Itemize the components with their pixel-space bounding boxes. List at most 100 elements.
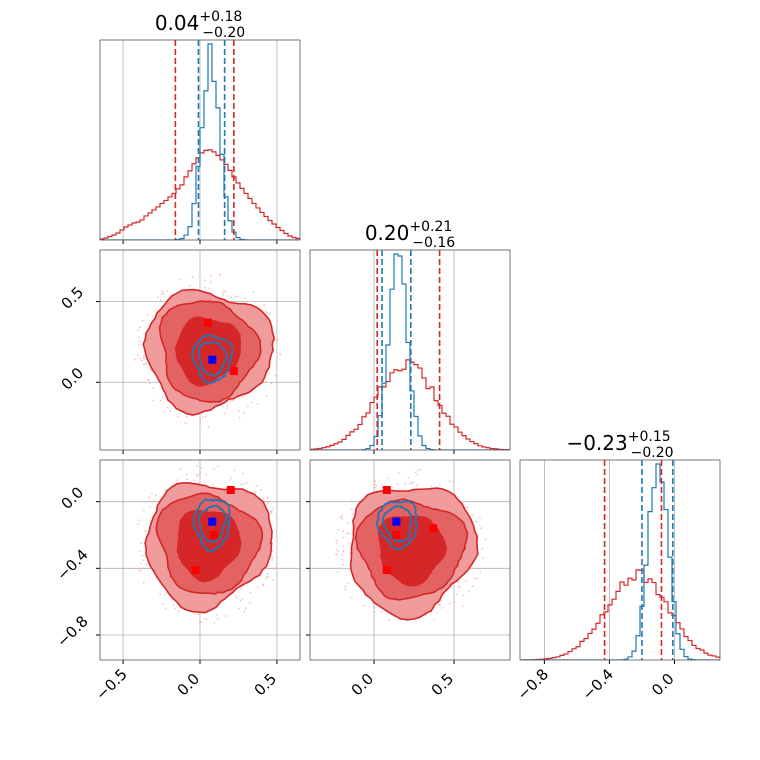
scatter-point: [202, 617, 205, 620]
scatter-point: [465, 500, 468, 503]
scatter-point: [462, 605, 464, 608]
scatter-point: [148, 496, 150, 499]
scatter-point: [344, 585, 347, 588]
red-marker: [429, 524, 438, 533]
panel-frame: [309, 249, 511, 451]
scatter-point: [436, 612, 438, 614]
scatter-point: [387, 477, 389, 480]
scatter-point: [186, 478, 189, 480]
scatter-point: [341, 558, 344, 561]
blue-marker: [392, 517, 401, 526]
scatter-point: [222, 293, 225, 296]
scatter-point: [272, 579, 275, 581]
scatter-point: [219, 273, 222, 275]
scatter-point: [245, 481, 248, 484]
scatter-point: [191, 276, 194, 279]
panel-scatter-2-0: −0.8 −0.4 0.0 −0.5 0.0 0.5: [53, 459, 301, 704]
scatter-point: [148, 367, 151, 370]
scatter-point: [335, 539, 338, 542]
scatter-point: [341, 517, 344, 520]
scatter-point: [201, 416, 204, 419]
blue-histogram: [520, 463, 720, 660]
x-tick-label: −0.4: [579, 665, 617, 703]
scatter-point: [437, 603, 440, 606]
scatter-point: [471, 585, 474, 588]
scatter-point: [177, 610, 180, 613]
scatter-point: [208, 287, 211, 290]
scatter-point: [229, 399, 232, 402]
scatter-point: [196, 465, 199, 467]
scatter-point: [238, 410, 240, 412]
scatter-point: [137, 567, 140, 570]
x-tick-label: 0.5: [428, 670, 458, 700]
scatter-point: [176, 479, 179, 481]
scatter-point: [198, 473, 201, 476]
scatter-point: [213, 468, 215, 470]
scatter-point: [474, 577, 476, 580]
scatter-point: [475, 520, 478, 523]
x-tick-label: 0.0: [174, 670, 204, 700]
y-tick-label: −0.4: [53, 546, 91, 584]
scatter-point: [221, 292, 224, 294]
scatter-point: [159, 400, 162, 402]
red-marker: [382, 566, 391, 574]
scatter-point: [199, 471, 202, 474]
scatter-point: [465, 580, 468, 582]
scatter-point: [407, 476, 410, 479]
scatter-point: [234, 295, 237, 298]
scatter-point: [480, 527, 482, 529]
scatter-point: [166, 406, 168, 409]
scatter-point: [161, 396, 164, 399]
scatter-point: [207, 426, 210, 428]
plot-area: [310, 460, 510, 660]
blue-contour: [198, 341, 228, 378]
scatter-point: [211, 482, 214, 485]
scatter-point: [347, 532, 350, 535]
scatter-point: [464, 506, 467, 508]
scatter-point: [269, 510, 272, 513]
scatter-point: [244, 297, 247, 299]
blue-contour: [190, 334, 234, 384]
blue-marker: [208, 517, 217, 526]
scatter-point: [163, 411, 166, 413]
scatter-point: [472, 514, 475, 516]
scatter-point: [452, 481, 454, 484]
scatter-point: [204, 289, 207, 292]
panel-title: 0.04+0.18 −0.20: [155, 9, 245, 41]
scatter-point: [337, 528, 340, 531]
scatter-point: [243, 610, 245, 613]
scatter-point: [239, 599, 242, 602]
scatter-point: [139, 357, 142, 360]
scatter-point: [199, 418, 202, 421]
scatter-point: [347, 522, 349, 524]
scatter-point: [206, 618, 209, 620]
scatter-point: [162, 292, 165, 295]
scatter-point: [154, 494, 157, 497]
scatter-point: [185, 473, 188, 476]
scatter-point: [188, 284, 191, 287]
panel-frame: [99, 39, 301, 241]
y-tick-label: 0.0: [58, 364, 88, 394]
scatter-point: [277, 338, 279, 341]
scatter-point: [143, 509, 145, 511]
scatter-point: [374, 486, 377, 489]
scatter-point: [374, 483, 377, 486]
scatter-point: [164, 592, 167, 594]
scatter-point: [204, 474, 207, 476]
scatter-point: [142, 559, 145, 562]
plot-area: [100, 250, 300, 450]
scatter-point: [200, 620, 202, 623]
plot-area: [100, 40, 300, 240]
scatter-point: [151, 492, 153, 495]
scatter-point: [273, 567, 276, 570]
scatter-point: [164, 607, 167, 610]
scatter-point: [261, 497, 264, 500]
scatter-point: [462, 594, 465, 597]
y-tick-label: 0.5: [58, 283, 88, 313]
scatter-point: [230, 477, 233, 479]
red-marker: [203, 318, 212, 327]
red-marker: [382, 486, 391, 494]
blue-contour: [197, 504, 228, 543]
scatter-point: [457, 585, 459, 587]
panel-frame: [99, 459, 301, 661]
